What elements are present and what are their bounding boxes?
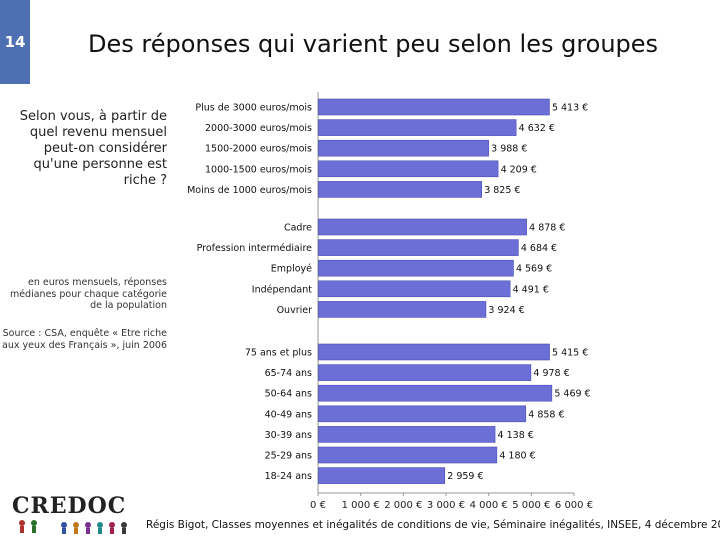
logo-figures-icon — [19, 520, 127, 534]
bar — [318, 405, 527, 423]
data-label: 5 415 € — [552, 348, 588, 359]
category-label: 1500-2000 euros/mois — [205, 144, 312, 155]
bar — [318, 181, 482, 198]
data-label: 4 858 € — [528, 409, 564, 420]
category-label: Employé — [271, 264, 312, 275]
bar — [318, 343, 550, 361]
x-tick-label: 0 € — [310, 500, 326, 511]
category-label: Plus de 3000 euros/mois — [195, 103, 312, 114]
x-tick-label: 2 000 € — [384, 500, 422, 511]
data-label: 4 180 € — [499, 451, 535, 462]
category-label: Cadre — [284, 223, 312, 234]
category-label: Profession intermédiaire — [197, 243, 313, 254]
data-label: 4 569 € — [516, 264, 552, 275]
bar — [318, 259, 514, 277]
category-label: 40-49 ans — [265, 409, 312, 420]
data-label: 5 413 € — [552, 103, 588, 114]
data-label: 4 878 € — [529, 223, 565, 234]
category-label: Ouvrier — [277, 305, 313, 316]
bar — [318, 446, 498, 464]
x-tick-label: 4 000 € — [470, 500, 508, 511]
category-label: Moins de 1000 euros/mois — [187, 185, 312, 196]
bar — [318, 119, 517, 136]
units-note: en euros mensuels, réponses médianes pou… — [9, 277, 167, 311]
bar — [318, 364, 532, 381]
bar — [318, 301, 487, 318]
category-label: 65-74 ans — [265, 368, 312, 379]
bar — [318, 467, 446, 484]
data-label: 4 138 € — [498, 430, 534, 441]
data-label: 5 469 € — [554, 389, 590, 400]
data-label: 3 825 € — [484, 185, 520, 196]
data-label: 4 491 € — [513, 284, 549, 295]
data-label: 3 924 € — [488, 305, 524, 316]
x-tick-label: 3 000 € — [427, 500, 465, 511]
survey-question: Selon vous, à partir de quel revenu mens… — [19, 109, 167, 188]
bar — [318, 139, 489, 157]
page-title: Des réponses qui varient peu selon les g… — [88, 30, 659, 58]
category-label: Indépendant — [252, 284, 312, 295]
data-label: 4 632 € — [519, 123, 555, 134]
bar — [318, 384, 553, 402]
category-label: 1000-1500 euros/mois — [205, 164, 312, 175]
x-tick-label: 5 000 € — [512, 500, 550, 511]
bar — [318, 98, 550, 116]
x-tick-label: 6 000 € — [555, 500, 593, 511]
data-label: 4 978 € — [533, 368, 569, 379]
category-label: 75 ans et plus — [245, 348, 312, 359]
bar — [318, 239, 519, 256]
data-label: 4 209 € — [501, 164, 537, 175]
bar — [318, 160, 499, 178]
footer-citation: Régis Bigot, Classes moyennes et inégali… — [146, 519, 720, 531]
category-label: 25-29 ans — [265, 451, 312, 462]
logo-text: CREDOC — [12, 493, 127, 519]
x-tick-label: 1 000 € — [342, 500, 380, 511]
bar — [318, 218, 527, 236]
source-note: Source : CSA, enquête « Etre riche aux y… — [2, 328, 168, 351]
bar — [318, 280, 511, 298]
data-label: 2 959 € — [447, 471, 483, 482]
category-label: 50-64 ans — [265, 389, 312, 400]
category-label: 2000-3000 euros/mois — [205, 123, 312, 134]
data-label: 4 684 € — [521, 243, 557, 254]
credoc-logo: CREDOC — [8, 493, 143, 537]
category-label: 18-24 ans — [265, 471, 312, 482]
category-label: 30-39 ans — [265, 430, 312, 441]
slide-number: 14 — [0, 0, 30, 84]
data-label: 3 988 € — [491, 144, 527, 155]
bar — [318, 426, 496, 443]
